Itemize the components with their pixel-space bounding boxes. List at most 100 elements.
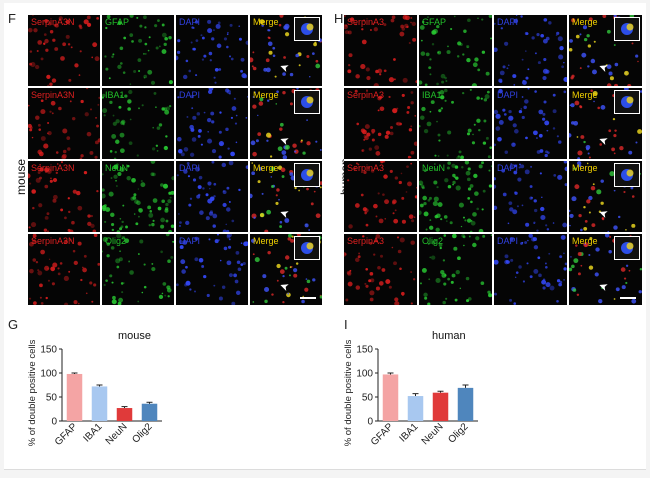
micrograph-tile: Merge ➤ (250, 88, 322, 159)
micrograph-tile: DAPI (494, 15, 567, 86)
x-tick-label: Olig2 (130, 421, 155, 446)
panel-letter-g: G (8, 317, 19, 332)
figure-bottom-rule (4, 469, 646, 470)
zoom-inset (614, 17, 640, 41)
micrograph-signal (347, 161, 417, 229)
micrograph-signal (344, 234, 416, 305)
micrograph-tile: SerpinA3 (344, 161, 417, 232)
channel-label: Merge (572, 163, 598, 173)
micrograph-tile: Merge ➤ (250, 234, 322, 305)
micrograph-signal (177, 88, 248, 159)
figure: F mouse SerpinA3N GFAP DAPI Merge ➤ SerpinA3N… (4, 3, 646, 469)
channel-label: SerpinA3 (347, 90, 385, 100)
micrograph-tile: Merge ➤ (569, 161, 642, 232)
y-tick-label: 100 (40, 369, 57, 380)
channel-label: SerpinA3N (31, 236, 75, 246)
zoom-inset (614, 236, 640, 260)
bar (432, 392, 449, 421)
channel-label: SerpinA3N (31, 163, 75, 173)
x-tick-label: Olig2 (446, 421, 471, 446)
micrograph-tile: Merge ➤ (250, 161, 322, 232)
x-tick-label: GFAP (369, 421, 396, 448)
micrograph-tile: SerpinA3N (28, 234, 100, 305)
channel-label: DAPI (179, 236, 201, 246)
micrograph-tile: Merge ➤ (569, 88, 642, 159)
channel-label: SerpinA3N (31, 90, 75, 100)
micrograph-signal (419, 234, 492, 305)
y-axis-label: % of double positive cells (343, 339, 354, 446)
y-tick-label: 150 (356, 345, 373, 356)
panel-letter-h: H (334, 11, 344, 26)
micrograph-tile: Olig2 (102, 234, 174, 305)
bar-chart-mouse: 0 50 100 150% of double positive cells GFAP I… (27, 339, 162, 448)
micrograph-signal (176, 161, 248, 232)
channel-label: NeuN (422, 163, 446, 173)
micrograph-signal (344, 15, 417, 86)
bar (457, 387, 474, 421)
micrograph-signal (102, 161, 174, 232)
channel-label: Merge (253, 17, 279, 27)
zoom-inset (294, 17, 320, 41)
channel-label: DAPI (179, 163, 201, 173)
bar (116, 408, 133, 421)
micrograph-tile: DAPI (176, 161, 248, 232)
bar (407, 396, 424, 421)
bar (91, 386, 108, 421)
channel-label: GFAP (422, 17, 447, 27)
micrograph-tile: Merge ➤ (569, 15, 642, 86)
channel-label: Olig2 (422, 236, 444, 246)
micrograph-tile: SerpinA3 (344, 234, 417, 305)
bar-chart-human: 0 50 100 150% of double positive cells GFAP I… (343, 339, 478, 448)
micrograph-signal (102, 89, 172, 159)
micrograph-signal (419, 161, 492, 232)
channel-label: DAPI (497, 17, 519, 27)
channel-label: IBA1 (105, 90, 125, 100)
species-label-mouse: mouse (14, 158, 28, 195)
channel-label: Merge (572, 17, 598, 27)
channel-label: SerpinA3 (347, 163, 385, 173)
scale-bar (300, 297, 316, 299)
micrograph-signal (28, 88, 100, 159)
channel-label: Merge (253, 236, 279, 246)
panel-letter-i: I (344, 317, 348, 332)
channel-label: Merge (253, 90, 279, 100)
channel-label: IBA1 (422, 90, 442, 100)
micrograph-tile: SerpinA3N (28, 88, 100, 159)
micrograph-signal (176, 234, 248, 305)
chart-title-human: human (432, 330, 466, 342)
channel-label: SerpinA3 (347, 236, 385, 246)
zoom-inset (614, 163, 640, 187)
x-tick-label: GFAP (53, 421, 80, 448)
micrograph-tile: IBA1 (419, 88, 492, 159)
y-tick-label: 0 (367, 417, 373, 428)
channel-label: Olig2 (105, 236, 127, 246)
micrograph-signal (494, 88, 567, 158)
micrograph-tile: GFAP (419, 15, 492, 86)
y-tick-label: 0 (51, 417, 57, 428)
micrograph-tile: DAPI (176, 88, 248, 159)
x-tick-label: NeuN (420, 421, 446, 447)
micrograph-tile: SerpinA3N (28, 161, 100, 232)
micrograph-tile: NeuN (419, 161, 492, 232)
micrograph-tile: Olig2 (419, 234, 492, 305)
micrograph-tile: SerpinA3N (28, 15, 100, 86)
micrograph-tile: GFAP (102, 15, 174, 86)
bar (141, 403, 158, 421)
zoom-inset (294, 163, 320, 187)
y-tick-label: 50 (46, 393, 58, 404)
micrograph-signal (28, 234, 100, 305)
channel-label: NeuN (105, 163, 129, 173)
bar (382, 374, 399, 421)
micrograph-tile: Merge ➤ (569, 234, 642, 305)
micrograph-signal (102, 234, 174, 305)
micrograph-tile: DAPI (176, 15, 248, 86)
micrograph-tile: DAPI (494, 234, 567, 305)
channel-label: DAPI (497, 163, 519, 173)
micrograph-signal (28, 161, 99, 232)
y-axis-label: % of double positive cells (27, 339, 38, 446)
bar (66, 373, 83, 421)
micrograph-signal (494, 234, 567, 305)
y-tick-label: 100 (356, 369, 373, 380)
micrograph-signal (104, 15, 173, 85)
micrograph-signal (28, 15, 100, 86)
